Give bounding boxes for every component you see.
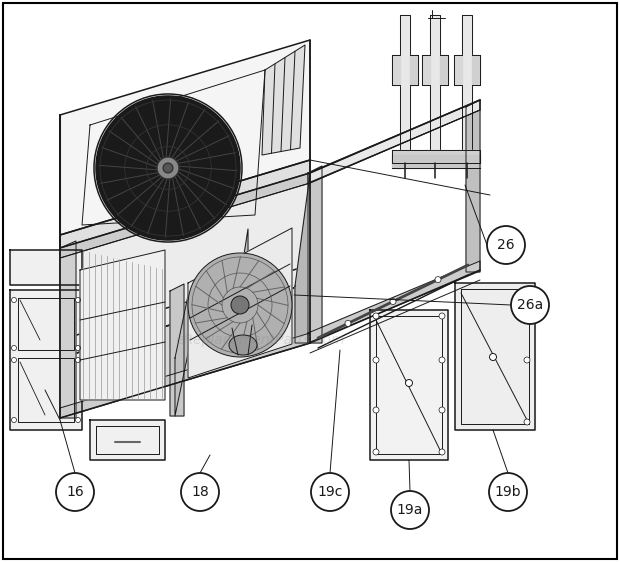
Circle shape [76,297,81,302]
Circle shape [524,287,530,293]
Ellipse shape [188,253,292,357]
Polygon shape [308,261,480,343]
Polygon shape [188,228,292,378]
Circle shape [231,296,249,314]
Polygon shape [440,55,448,85]
Circle shape [12,357,17,362]
Circle shape [390,298,396,305]
Circle shape [181,473,219,511]
Polygon shape [462,15,472,155]
Polygon shape [466,100,480,272]
Polygon shape [60,283,310,418]
Polygon shape [234,229,248,346]
Circle shape [511,286,549,324]
Circle shape [311,473,349,511]
Circle shape [435,277,441,283]
Polygon shape [60,333,310,418]
Polygon shape [310,100,480,173]
Polygon shape [60,40,310,235]
Polygon shape [430,15,440,155]
Polygon shape [10,290,82,430]
Text: 19c: 19c [317,485,343,499]
Text: 19a: 19a [397,503,423,517]
Text: 16: 16 [66,485,84,499]
Polygon shape [410,55,418,85]
Polygon shape [80,250,165,400]
Polygon shape [295,174,310,343]
Polygon shape [60,241,76,418]
Circle shape [163,163,173,173]
Circle shape [439,449,445,455]
Text: 19b: 19b [495,485,521,499]
Polygon shape [422,55,430,85]
Polygon shape [472,55,480,85]
Polygon shape [262,45,305,155]
Circle shape [524,357,530,363]
Circle shape [56,473,94,511]
Circle shape [490,353,497,360]
Polygon shape [60,173,310,258]
Circle shape [524,419,530,425]
Circle shape [76,418,81,423]
Polygon shape [308,166,322,343]
Circle shape [405,379,412,387]
Polygon shape [308,100,480,183]
Polygon shape [454,55,462,85]
Circle shape [439,407,445,413]
Polygon shape [310,100,480,183]
Polygon shape [455,283,535,430]
Circle shape [373,357,379,363]
Circle shape [96,96,240,240]
Circle shape [487,226,525,264]
Polygon shape [170,284,184,416]
Polygon shape [60,173,310,358]
Text: 26: 26 [497,238,515,252]
Circle shape [12,346,17,351]
Circle shape [12,297,17,302]
Circle shape [76,357,81,362]
Text: eReplacementParts.com: eReplacementParts.com [175,333,345,347]
Polygon shape [400,15,410,155]
Circle shape [489,473,527,511]
Text: 18: 18 [191,485,209,499]
Polygon shape [175,286,190,416]
Polygon shape [392,150,480,163]
Circle shape [373,407,379,413]
Polygon shape [90,420,165,460]
Circle shape [157,157,179,179]
Circle shape [439,357,445,363]
Polygon shape [60,160,310,340]
Ellipse shape [229,335,257,355]
Circle shape [373,313,379,319]
Circle shape [12,418,17,423]
Circle shape [345,320,351,327]
Polygon shape [392,155,480,168]
Text: 26a: 26a [517,298,543,312]
Polygon shape [10,250,82,285]
Circle shape [373,449,379,455]
Circle shape [76,346,81,351]
Polygon shape [392,55,400,85]
Polygon shape [370,310,448,460]
Circle shape [391,491,429,529]
Circle shape [439,313,445,319]
